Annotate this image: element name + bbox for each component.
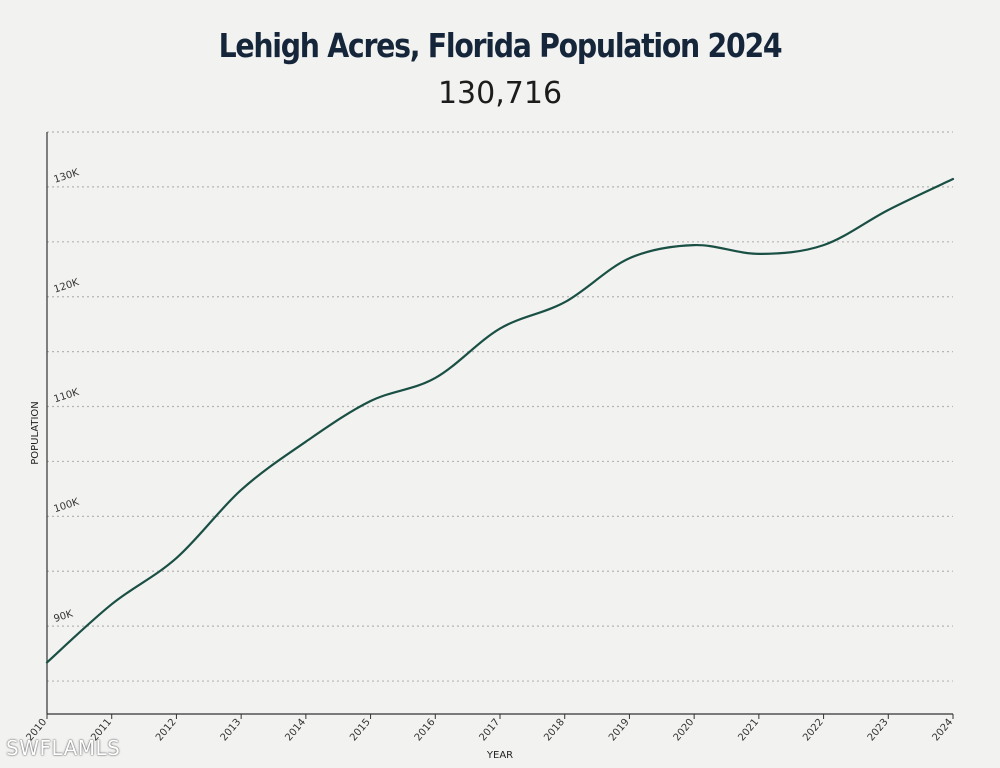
x-tick-label: 2019	[607, 717, 632, 744]
y-axis-title: POPULATION	[30, 401, 41, 465]
x-tick-label: 2021	[736, 717, 761, 744]
x-tick-label: 2020	[672, 717, 697, 744]
y-tick-label: 100K	[53, 497, 81, 516]
x-tick-label: 2013	[219, 717, 244, 744]
x-tick-label: 2016	[413, 717, 438, 744]
watermark: SWFLAMLS	[6, 736, 121, 760]
x-tick-label: 2015	[348, 717, 373, 744]
x-tick-label: 2014	[283, 717, 308, 744]
x-tick-label: 2018	[542, 717, 567, 744]
y-tick-label: 120K	[53, 277, 81, 296]
y-tick-label: 130K	[53, 167, 81, 186]
series-line-population	[45, 177, 955, 664]
y-tick-label: 110K	[53, 387, 81, 406]
x-tick-label: 2024	[931, 717, 956, 744]
x-tick-label: 2012	[154, 717, 179, 744]
x-tick-label: 2017	[478, 717, 503, 744]
x-axis-title: YEAR	[486, 750, 513, 761]
x-tick-label: 2023	[866, 717, 891, 744]
chart-title: Lehigh Acres, Florida Population 2024	[218, 26, 783, 65]
x-tick-label: 2022	[801, 717, 826, 744]
chart-subtitle: 130,716	[437, 76, 563, 111]
y-tick-label: 90K	[53, 608, 75, 625]
